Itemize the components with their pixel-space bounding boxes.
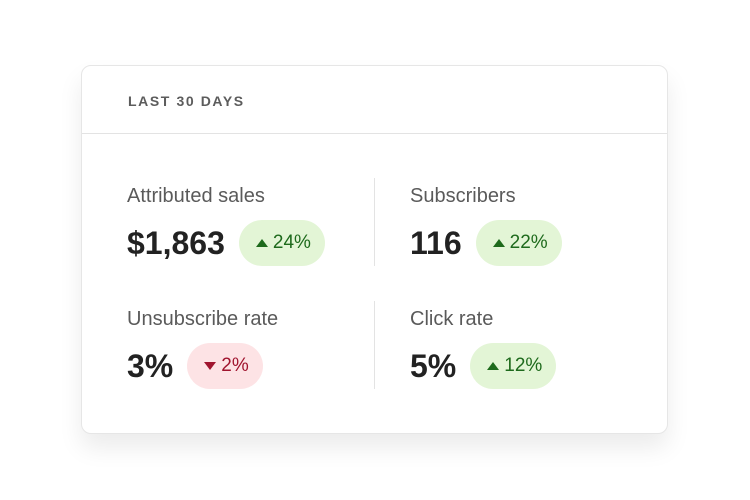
metric-label: Click rate bbox=[410, 308, 494, 330]
change-badge: 22% bbox=[475, 220, 562, 266]
change-value: 12% bbox=[504, 355, 543, 376]
metric-value: 3% bbox=[127, 347, 174, 384]
metric: Click rate 5% 12% bbox=[410, 305, 557, 389]
metric: Unsubscribe rate 3% 2% bbox=[127, 305, 278, 389]
header-title: LAST 30 DAYS bbox=[128, 93, 245, 109]
metric-label: Attributed sales bbox=[127, 185, 265, 207]
change-value: 22% bbox=[509, 232, 548, 253]
change-value: 24% bbox=[272, 232, 311, 253]
metric-row: 5% 12% bbox=[410, 343, 557, 389]
change-badge: 12% bbox=[470, 343, 557, 389]
change-value: 2% bbox=[221, 355, 249, 376]
trend-arrow bbox=[487, 362, 500, 370]
metric: Attributed sales $1,863 24% bbox=[127, 182, 325, 266]
trend-arrow bbox=[204, 362, 217, 370]
arrow-shape bbox=[255, 239, 268, 247]
trend-arrow bbox=[255, 239, 268, 247]
metric: Subscribers 116 22% bbox=[410, 182, 562, 266]
divider bbox=[374, 301, 375, 389]
metric-row: 116 22% bbox=[410, 220, 562, 266]
metric-label: Subscribers bbox=[410, 185, 516, 207]
divider bbox=[374, 178, 375, 266]
arrow-shape bbox=[487, 362, 500, 370]
change-badge: 2% bbox=[187, 343, 263, 389]
arrow-shape bbox=[204, 362, 217, 370]
change-badge: 24% bbox=[238, 220, 325, 266]
metric-value: 5% bbox=[410, 347, 457, 384]
metric-label: Unsubscribe rate bbox=[127, 308, 279, 330]
card-header: LAST 30 DAYS bbox=[82, 66, 667, 134]
arrow-shape bbox=[492, 239, 505, 247]
metric-value: 116 bbox=[410, 224, 462, 261]
trend-arrow bbox=[492, 239, 505, 247]
metric-value: $1,863 bbox=[127, 224, 225, 261]
metric-row: 3% 2% bbox=[127, 343, 278, 389]
metric-row: $1,863 24% bbox=[127, 220, 325, 266]
